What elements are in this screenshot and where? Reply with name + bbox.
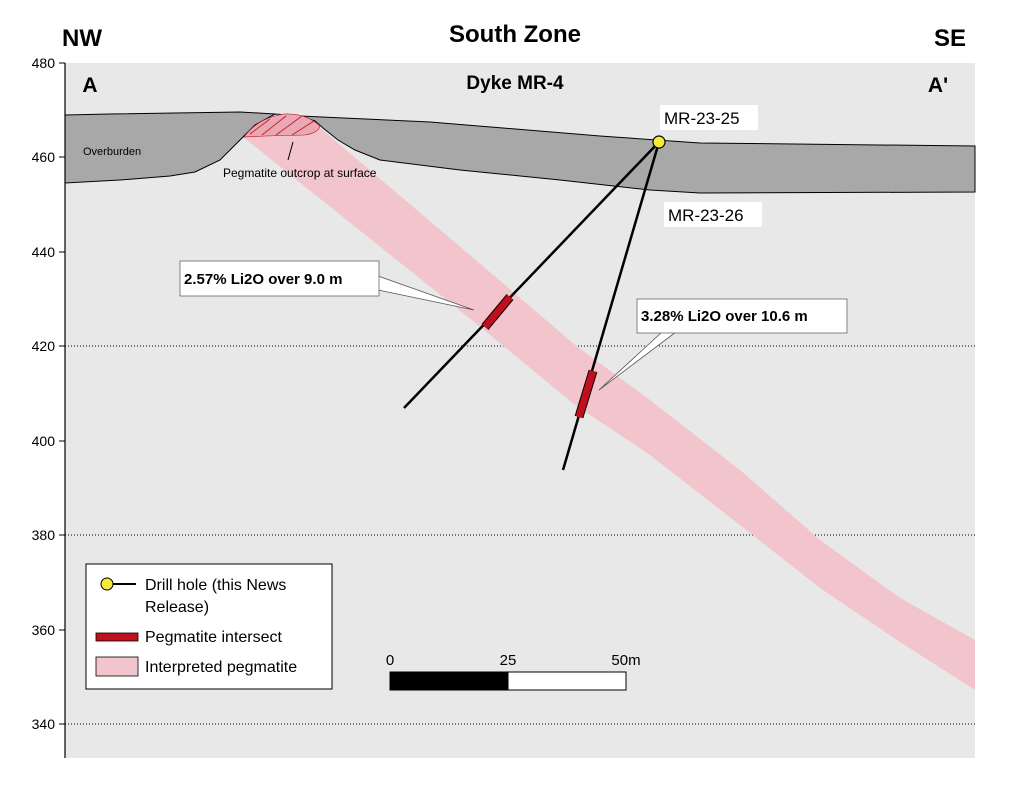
- legend: Drill hole (this News Release) Pegmatite…: [85, 563, 333, 690]
- outcrop-hatching: [249, 115, 315, 136]
- hole-label-25-box: [660, 105, 758, 130]
- outcrop-leader: [287, 141, 294, 161]
- y-tick-label: 420: [32, 338, 56, 354]
- section-end-a-prime: A': [928, 74, 948, 97]
- y-tick-label: 440: [32, 244, 56, 260]
- legend-drill-hole-label-2: Release): [145, 599, 209, 616]
- legend-drill-collar-icon: [100, 577, 114, 591]
- callout-2-box: [636, 298, 848, 334]
- legend-interpreted-swatch: [95, 656, 139, 677]
- overburden-label: Overburden: [83, 146, 141, 158]
- interpreted-pegmatite-band: [243, 127, 975, 690]
- hole-label-26-box: [664, 202, 762, 227]
- scale-bar-white-segment: [507, 671, 627, 691]
- y-axis-tick-labels: 480 460 440 420 400 380 360 340: [32, 55, 56, 732]
- drill-collar-icon: [652, 135, 666, 149]
- subtitle: Dyke MR-4: [466, 73, 564, 94]
- y-axis-ticks: [59, 62, 65, 725]
- pegmatite-intersect-mr-23-26-fill: [575, 369, 597, 419]
- y-tick-label: 480: [32, 55, 56, 71]
- scale-bar-label-50: 50m: [611, 652, 640, 669]
- orientation-left: NW: [62, 25, 102, 52]
- overburden-layer: [64, 111, 976, 194]
- scale-bar-black-segment: [389, 671, 509, 691]
- callout-1-box: [179, 260, 380, 297]
- title: South Zone: [449, 21, 581, 48]
- scale-bar-label-0: 0: [386, 652, 394, 669]
- pegmatite-intersect-mr-23-25-fill: [482, 294, 513, 330]
- y-tick-label: 340: [32, 716, 56, 732]
- hole-label-mr-23-26: MR-23-26: [668, 206, 744, 225]
- outcrop-label: Pegmatite outcrop at surface: [223, 166, 377, 180]
- hole-label-mr-23-25: MR-23-25: [664, 109, 740, 128]
- section-end-a: A: [82, 74, 97, 97]
- y-tick-label: 400: [32, 433, 56, 449]
- orientation-right: SE: [934, 25, 966, 52]
- legend-intersect-swatch: [95, 632, 139, 642]
- pegmatite-outcrop: [243, 113, 321, 138]
- legend-intersect-label: Pegmatite intersect: [145, 629, 283, 646]
- callout-1-text: 2.57% Li2O over 9.0 m: [184, 271, 342, 288]
- drill-hole-mr-23-25-trace: [403, 141, 660, 409]
- scale-bar: 0 25 50m: [386, 652, 641, 691]
- y-tick-label: 380: [32, 527, 56, 543]
- y-tick-label: 360: [32, 622, 56, 638]
- legend-drill-hole-label: Drill hole (this News: [145, 577, 286, 594]
- callout-2-text: 3.28% Li2O over 10.6 m: [641, 308, 808, 325]
- legend-interpreted-label: Interpreted pegmatite: [145, 659, 297, 676]
- scale-bar-label-25: 25: [500, 652, 517, 669]
- y-tick-label: 460: [32, 149, 56, 165]
